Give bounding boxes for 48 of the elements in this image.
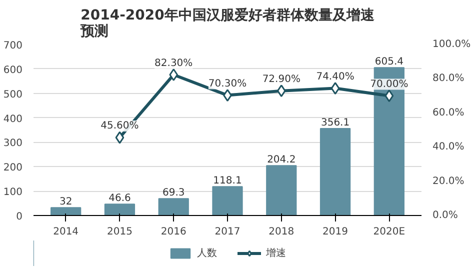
x-tick-label: 2017: [214, 226, 240, 238]
bar: [266, 165, 297, 216]
legend-label: 增速: [266, 246, 286, 260]
x-tick-label: 2019: [322, 226, 348, 238]
bar: [104, 204, 136, 216]
data-label: 70.30%: [208, 78, 247, 90]
y2-tick-label: 80.0%: [432, 73, 464, 84]
x-tick-label: 2020E: [373, 226, 406, 238]
y-tick-label: 100: [3, 187, 23, 198]
y-tick-label: 600: [3, 64, 23, 76]
point: [330, 82, 340, 95]
data-label: 46.6: [108, 193, 131, 204]
bar: [158, 198, 189, 216]
x-tick-label: 2014: [53, 226, 79, 238]
data-label: 32: [59, 196, 72, 208]
y2-tick-label: 40.0%: [432, 142, 464, 153]
y2-tick-label: 20.0%: [432, 176, 464, 187]
data-label: 74.40%: [316, 71, 354, 82]
y-tick-label: 400: [3, 114, 23, 125]
data-label: 356.1: [320, 118, 350, 129]
y-tick-label: 0: [16, 212, 23, 222]
y2-tick-label: 100.0%: [432, 39, 471, 50]
data-label: 69.3: [162, 188, 185, 199]
y-tick-label: 300: [3, 138, 23, 150]
data-label: 70.00%: [370, 78, 408, 90]
y-tick-label: 700: [3, 40, 23, 52]
y2-tick-label: 0.0%: [432, 210, 458, 221]
point: [115, 131, 124, 144]
chart-title: 2014-2020年中国汉服爱好者群体数量及增速预测: [80, 6, 376, 40]
point: [276, 84, 286, 98]
x-tick-label: 2015: [107, 226, 132, 238]
point: [384, 90, 394, 102]
data-label: 204.2: [267, 154, 296, 166]
y-tick-label: 500: [3, 89, 23, 100]
y-tick-label: 200: [3, 162, 23, 174]
data-label: 72.90%: [262, 74, 300, 85]
data-label: 82.30%: [154, 58, 193, 69]
x-tick-label: 2018: [268, 226, 294, 238]
data-label: 45.60%: [100, 120, 139, 132]
legend-label: 人数: [197, 247, 217, 260]
data-label: 118.1: [213, 176, 242, 187]
x-tick-label: 2016: [160, 226, 186, 238]
bar: [212, 186, 243, 216]
point: [169, 68, 178, 82]
data-label: 605.4: [374, 56, 404, 68]
y2-tick-label: 60.0%: [432, 107, 464, 118]
bar: [50, 207, 82, 216]
bar: [320, 128, 351, 216]
